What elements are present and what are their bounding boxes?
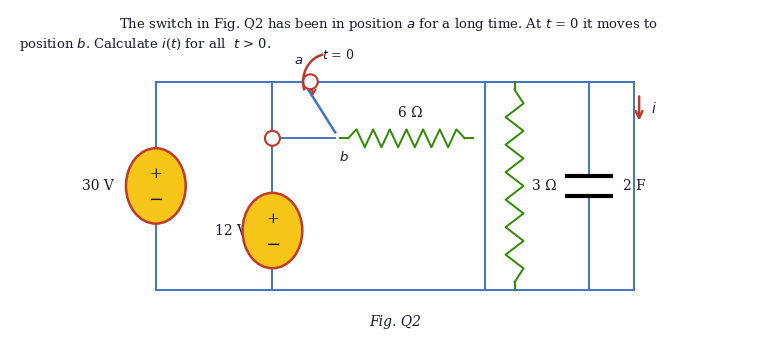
Text: 3 Ω: 3 Ω: [532, 179, 557, 193]
Text: $a$: $a$: [294, 54, 303, 67]
Text: 30 V: 30 V: [82, 179, 114, 193]
Text: 6 Ω: 6 Ω: [398, 107, 422, 120]
Text: 2 F: 2 F: [623, 179, 646, 193]
Text: position $b$. Calculate $i$($t$) for all  $t$ > 0.: position $b$. Calculate $i$($t$) for all…: [19, 36, 271, 53]
Text: Fig. Q2: Fig. Q2: [369, 315, 421, 329]
Text: +: +: [149, 167, 162, 181]
Text: 12 V: 12 V: [214, 223, 246, 238]
Text: $b$: $b$: [340, 150, 349, 164]
Text: $i$: $i$: [651, 101, 657, 116]
Text: −: −: [265, 235, 280, 253]
Text: The switch in Fig. Q2 has been in position $a$ for a long time. At $t$ = 0 it mo: The switch in Fig. Q2 has been in positi…: [119, 16, 657, 33]
Circle shape: [265, 131, 280, 146]
Circle shape: [303, 74, 318, 89]
Ellipse shape: [126, 148, 186, 224]
Text: +: +: [266, 212, 279, 226]
Ellipse shape: [242, 193, 302, 268]
Text: −: −: [148, 191, 163, 209]
Text: $t$ = 0: $t$ = 0: [322, 48, 355, 62]
